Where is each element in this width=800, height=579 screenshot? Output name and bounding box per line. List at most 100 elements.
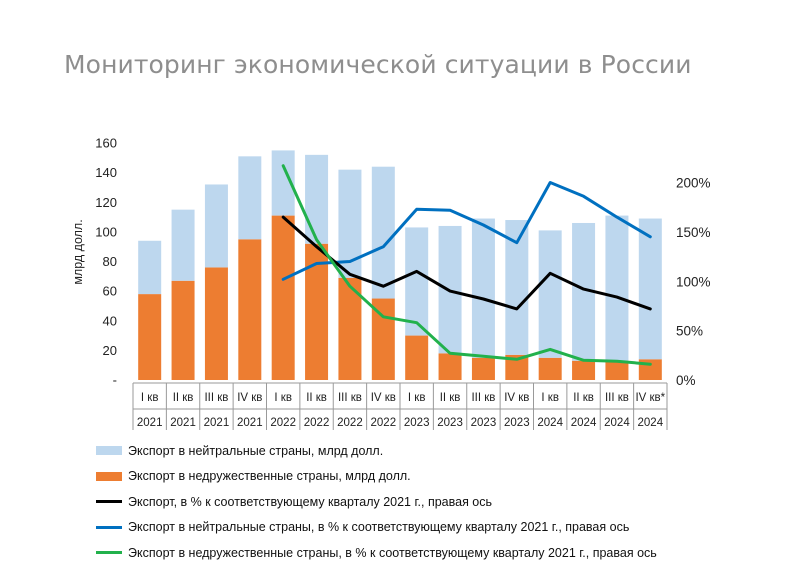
bar-neutral <box>271 150 295 216</box>
bar-neutral <box>605 215 629 361</box>
category-year: 2023 <box>437 417 463 429</box>
category-year: 2021 <box>137 417 163 429</box>
category-quarter: IV кв* <box>635 392 665 404</box>
y2-tick-label: 200% <box>676 176 711 191</box>
category-quarter: II кв <box>573 392 594 404</box>
category-quarter: I кв <box>541 392 559 404</box>
bar-unfriendly <box>405 335 429 380</box>
legend-swatch <box>96 471 122 481</box>
category-quarter: II кв <box>173 392 194 404</box>
bar-unfriendly <box>605 360 629 380</box>
bar-unfriendly <box>138 294 162 380</box>
bar-unfriendly <box>505 354 529 380</box>
legend: Экспорт в нейтральные страны, млрд долл.… <box>96 438 657 566</box>
bar-neutral <box>638 218 662 360</box>
y2-tick-label: 150% <box>676 225 711 240</box>
bar-unfriendly <box>338 277 362 380</box>
line-total <box>281 215 652 311</box>
bar-neutral <box>538 230 562 358</box>
bar-neutral <box>171 209 195 281</box>
bar-neutral <box>305 154 329 244</box>
y-axis-label: млрд долл. <box>71 219 85 284</box>
category-year: 2021 <box>204 417 230 429</box>
legend-swatch <box>96 551 122 555</box>
category-quarter: IV кв <box>371 392 396 404</box>
category-year: 2024 <box>604 417 630 429</box>
y-tick-label: - <box>113 373 117 388</box>
category-year: 2023 <box>471 417 497 429</box>
bar-neutral <box>338 169 362 278</box>
page-title: Мониторинг экономической ситуации в Росс… <box>64 50 692 79</box>
y2-tick-label: 0% <box>676 373 696 388</box>
legend-swatch <box>96 525 122 529</box>
y-tick-label: 160 <box>95 136 117 151</box>
left-axis: - 20 40 60 80 100 120 140 160 <box>95 136 117 388</box>
bar-unfriendly <box>271 215 295 380</box>
category-year: 2024 <box>537 417 563 429</box>
bar-neutral <box>505 220 529 355</box>
bar-neutral <box>238 156 262 240</box>
category-year: 2022 <box>304 417 330 429</box>
legend-item-neutral-bar: Экспорт в нейтральные страны, млрд долл. <box>96 438 657 464</box>
bar-unfriendly <box>305 243 329 380</box>
y-tick-label: 140 <box>95 165 117 180</box>
bar-neutral <box>204 184 228 268</box>
bar-neutral <box>405 227 429 336</box>
category-year: 2022 <box>371 417 397 429</box>
category-year: 2022 <box>270 417 296 429</box>
category-quarter: I кв <box>408 392 426 404</box>
legend-item-total-line: Экспорт, в % к соответствующему кварталу… <box>96 489 657 515</box>
category-quarter: I кв <box>274 392 292 404</box>
bar-neutral <box>138 240 162 295</box>
bar-unfriendly <box>204 267 228 380</box>
bar-unfriendly <box>171 280 195 380</box>
bar-unfriendly <box>238 239 262 380</box>
y-tick-label: 80 <box>103 254 117 269</box>
right-axis: 0% 50% 100% 150% 200% <box>676 176 711 389</box>
legend-label: Экспорт, в % к соответствующему кварталу… <box>128 494 493 509</box>
legend-item-unfriendly-bar: Экспорт в недружественные страны, млрд д… <box>96 464 657 490</box>
category-year: 2022 <box>337 417 363 429</box>
legend-item-unfriendly-line: Экспорт в недружественные страны, в % к … <box>96 540 657 566</box>
legend-label: Экспорт в нейтральные страны, в % к соот… <box>128 520 630 535</box>
category-quarter: I кв <box>141 392 159 404</box>
category-year: 2021 <box>170 417 196 429</box>
y-tick-label: 120 <box>95 195 117 210</box>
legend-swatch <box>96 446 122 456</box>
y2-tick-label: 100% <box>676 274 711 289</box>
category-year: 2023 <box>404 417 430 429</box>
chart-bars <box>138 150 662 380</box>
category-quarter: IV кв <box>504 392 529 404</box>
bar-neutral <box>572 222 596 361</box>
line-unfriendly <box>281 164 652 366</box>
y2-tick-label: 50% <box>676 324 703 339</box>
y-tick-label: 100 <box>95 224 117 239</box>
category-quarter: II кв <box>440 392 461 404</box>
category-table: I кв 2021 II кв 2021 III кв 2021 IV кв 2021 I кв… <box>132 382 668 430</box>
bar-unfriendly <box>572 360 596 380</box>
category-year: 2024 <box>571 417 597 429</box>
category-quarter: III кв <box>605 392 629 404</box>
y-tick-label: 60 <box>103 284 117 299</box>
legend-item-neutral-line: Экспорт в нейтральные страны, в % к соот… <box>96 515 657 541</box>
bar-neutral <box>371 166 395 299</box>
category-year: 2023 <box>504 417 530 429</box>
y-tick-label: 40 <box>103 313 117 328</box>
legend-label: Экспорт в нейтральные страны, млрд долл. <box>128 443 384 458</box>
legend-swatch <box>96 500 122 504</box>
line-neutral <box>281 181 652 281</box>
category-quarter: III кв <box>471 392 495 404</box>
bar-neutral <box>471 218 495 358</box>
bar-unfriendly <box>438 353 462 380</box>
category-year: 2024 <box>638 417 664 429</box>
y-tick-label: 20 <box>103 343 117 358</box>
category-quarter: III кв <box>338 392 362 404</box>
bar-unfriendly <box>471 357 495 380</box>
category-quarter: IV кв <box>237 392 262 404</box>
category-year: 2021 <box>237 417 263 429</box>
legend-label: Экспорт в недружественные страны, в % к … <box>128 545 657 560</box>
chart-lines <box>281 164 652 366</box>
category-quarter: II кв <box>306 392 327 404</box>
bar-unfriendly <box>538 357 562 380</box>
